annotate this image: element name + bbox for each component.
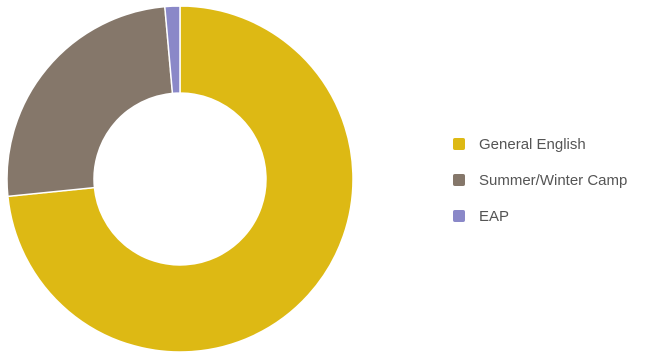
legend-swatch-general-english (453, 138, 465, 150)
legend-label-general-english: General English (479, 135, 586, 153)
legend-swatch-eap (453, 210, 465, 222)
slice-summer-winter-camp[interactable] (6, 5, 174, 198)
legend-swatch-summer-winter-camp (453, 174, 465, 186)
slice-eap[interactable] (163, 5, 181, 95)
legend-item-general-english[interactable]: General English (453, 126, 627, 162)
legend: General English Summer/Winter Camp EAP (453, 126, 627, 234)
slice-general-english[interactable] (7, 5, 354, 353)
legend-item-summer-winter-camp[interactable]: Summer/Winter Camp (453, 162, 627, 198)
legend-label-summer-winter-camp: Summer/Winter Camp (479, 171, 628, 189)
legend-item-eap[interactable]: EAP (453, 198, 627, 234)
donut-slices (6, 5, 354, 353)
legend-label-eap: EAP (479, 207, 510, 225)
